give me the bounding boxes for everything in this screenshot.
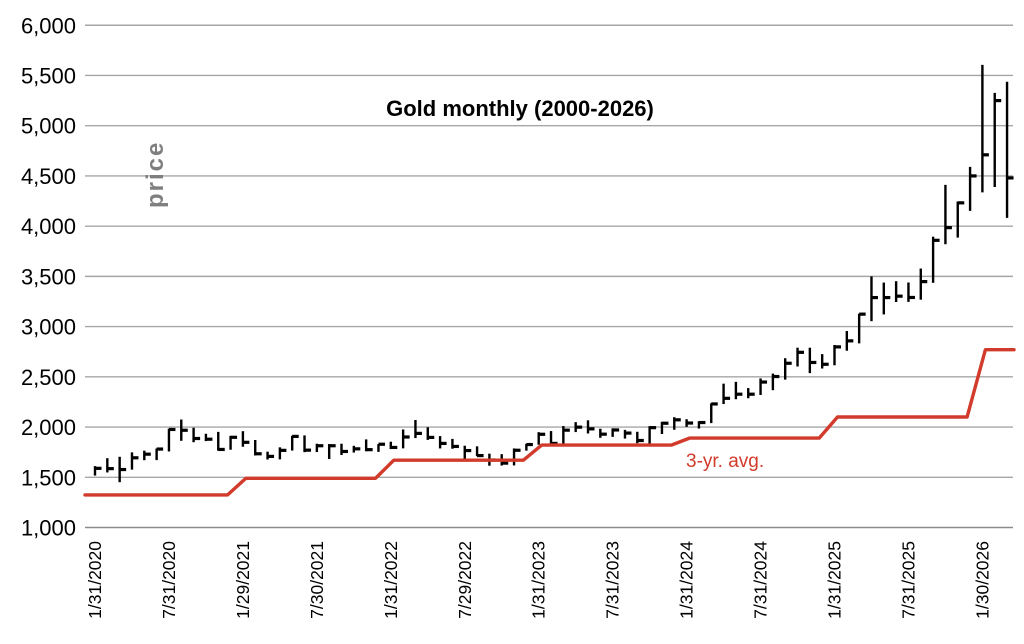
x-tick-label: 1/29/2021 — [233, 541, 253, 619]
avg-line-label: 3-yr. avg. — [686, 451, 764, 472]
chart-title: Gold monthly (2000-2026) — [386, 96, 654, 121]
y-tick-label: 4,000 — [21, 214, 76, 239]
x-tick-label: 1/30/2026 — [972, 541, 992, 619]
x-tick-label: 1/31/2022 — [381, 541, 401, 619]
gridlines — [85, 24, 1013, 529]
y-tick-label: 1,000 — [21, 516, 76, 541]
axis-labels: 1,000 1,500 2,000 2,500 3,000 3,500 4,000 4,500… — [21, 13, 992, 619]
x-tick-label: 1/31/2025 — [825, 541, 845, 619]
x-tick-label: 7/31/2020 — [159, 541, 179, 619]
x-tick-label: 1/31/2023 — [529, 541, 549, 619]
y-tick-label: 3,500 — [21, 264, 76, 289]
x-tick-label: 7/31/2023 — [603, 541, 623, 619]
x-tick-label: 7/31/2025 — [898, 541, 918, 619]
x-tick-label: 7/29/2022 — [455, 541, 475, 619]
price-bars — [93, 64, 1014, 483]
y-axis-title: price — [142, 141, 169, 208]
avg-line-path — [83, 348, 1016, 497]
y-tick-label: 2,500 — [21, 365, 76, 390]
y-tick-label: 3,000 — [21, 315, 76, 340]
average-line — [83, 348, 1016, 497]
x-tick-label: 1/31/2020 — [85, 541, 105, 619]
x-tick-label: 7/30/2021 — [307, 541, 327, 619]
y-tick-label: 5,000 — [21, 114, 76, 139]
y-tick-label: 4,500 — [21, 164, 76, 189]
y-tick-label: 5,500 — [21, 63, 76, 88]
y-tick-label: 1,500 — [21, 465, 76, 490]
y-tick-label: 6,000 — [21, 13, 76, 38]
x-tick-label: 1/31/2024 — [677, 541, 697, 619]
x-tick-label: 7/31/2024 — [751, 541, 771, 619]
y-tick-label: 2,000 — [21, 415, 76, 440]
